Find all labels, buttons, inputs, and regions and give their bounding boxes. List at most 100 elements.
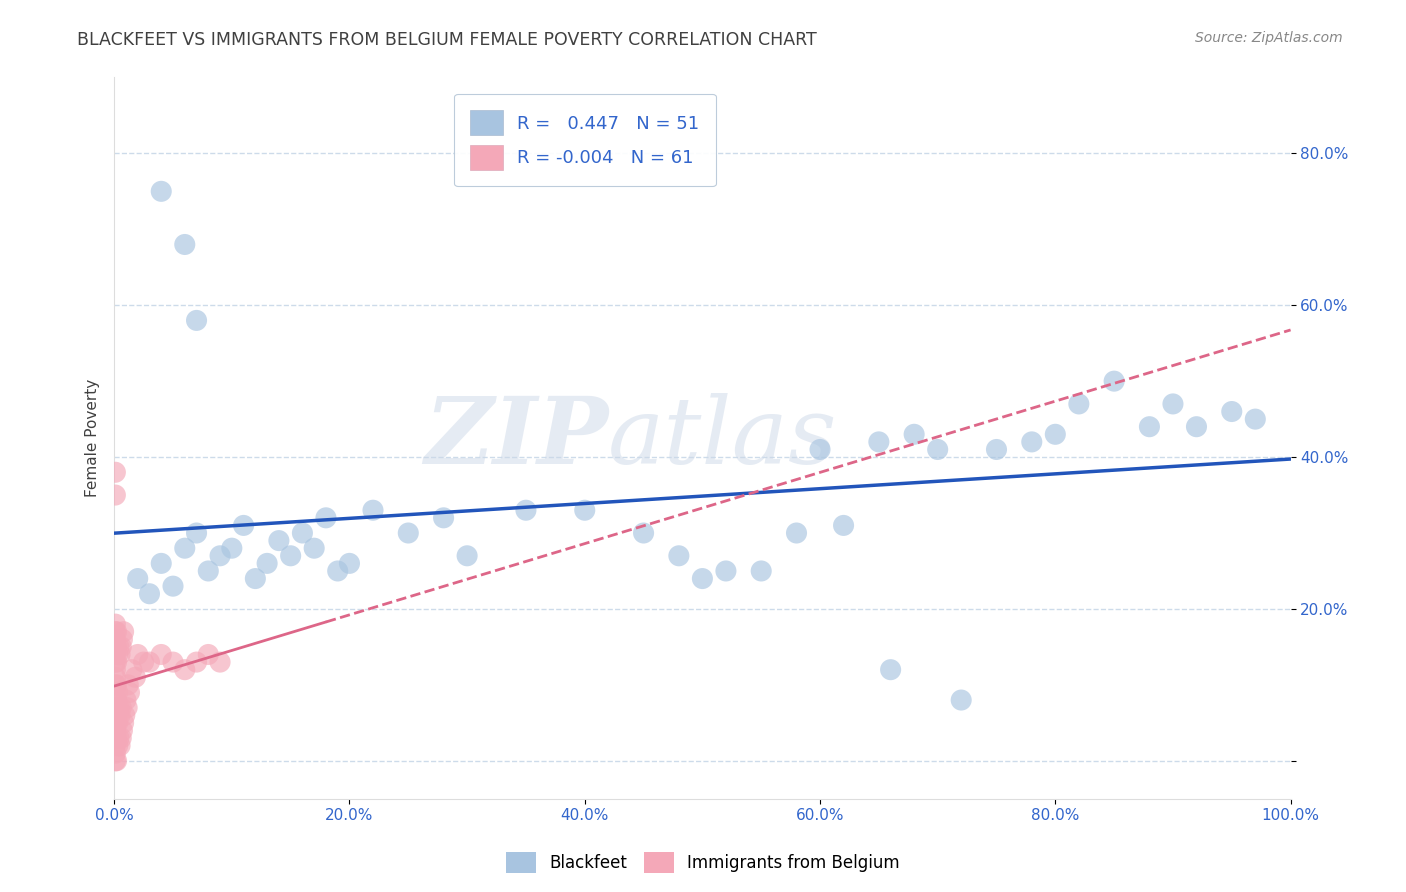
Text: atlas: atlas (609, 393, 838, 483)
Point (1021, 434, 1043, 449)
Point (515, 503, 537, 517)
Point (879, 663, 901, 677)
Point (150, 184, 173, 198)
Point (315, 511, 337, 525)
Point (104, 678, 127, 692)
Point (574, 503, 596, 517)
Point (903, 427, 925, 442)
Point (104, 465, 127, 479)
Point (107, 648, 129, 662)
Point (221, 541, 243, 556)
Point (633, 526, 655, 541)
Point (104, 754, 127, 768)
Point (132, 655, 155, 669)
Point (105, 640, 128, 654)
Text: ZIP: ZIP (425, 393, 609, 483)
Point (104, 693, 127, 707)
Point (111, 723, 134, 738)
Point (267, 533, 290, 548)
Point (232, 518, 254, 533)
Point (326, 564, 349, 578)
Point (162, 655, 184, 669)
Point (104, 624, 127, 639)
Point (1220, 404, 1243, 418)
Point (1067, 397, 1090, 411)
Point (112, 624, 135, 639)
Point (280, 549, 302, 563)
Point (186, 526, 208, 541)
Point (209, 549, 232, 563)
Point (186, 655, 208, 669)
Point (124, 670, 146, 684)
Point (111, 632, 134, 647)
Legend: R =   0.447   N = 51, R = -0.004   N = 61: R = 0.447 N = 51, R = -0.004 N = 61 (454, 94, 716, 186)
Point (138, 587, 160, 601)
Point (105, 655, 128, 669)
Point (950, 693, 973, 707)
Point (104, 655, 127, 669)
Point (107, 715, 129, 730)
Point (110, 731, 132, 745)
Point (986, 442, 1008, 457)
Point (291, 526, 314, 541)
Point (714, 564, 737, 578)
Point (1244, 412, 1267, 426)
Point (121, 663, 143, 677)
Point (108, 700, 131, 714)
Point (256, 557, 278, 571)
Text: Source: ZipAtlas.com: Source: ZipAtlas.com (1195, 31, 1343, 45)
Point (339, 557, 361, 571)
Point (112, 715, 135, 730)
Point (209, 655, 232, 669)
Text: BLACKFEET VS IMMIGRANTS FROM BELGIUM FEMALE POVERTY CORRELATION CHART: BLACKFEET VS IMMIGRANTS FROM BELGIUM FEM… (77, 31, 817, 49)
Point (927, 442, 949, 457)
Point (114, 708, 136, 723)
Point (150, 648, 173, 662)
Point (127, 572, 149, 586)
Point (668, 549, 690, 563)
Point (104, 731, 127, 745)
Point (105, 693, 128, 707)
Point (104, 700, 127, 714)
Point (108, 640, 131, 654)
Point (104, 488, 127, 502)
Point (115, 700, 138, 714)
Point (127, 648, 149, 662)
Point (107, 685, 129, 699)
Point (104, 670, 127, 684)
Point (173, 541, 195, 556)
Point (118, 685, 141, 699)
Point (104, 746, 127, 760)
Point (197, 648, 219, 662)
Y-axis label: Female Poverty: Female Poverty (86, 379, 100, 497)
Point (108, 731, 131, 745)
Point (808, 442, 831, 457)
Point (104, 640, 127, 654)
Point (104, 723, 127, 738)
Point (868, 434, 890, 449)
Point (302, 541, 325, 556)
Point (150, 557, 173, 571)
Point (105, 678, 128, 692)
Point (107, 739, 129, 753)
Point (1161, 397, 1184, 411)
Point (173, 237, 195, 252)
Point (162, 579, 184, 593)
Point (138, 655, 160, 669)
Point (105, 754, 128, 768)
Point (456, 549, 478, 563)
Point (105, 624, 128, 639)
Point (432, 511, 454, 525)
Point (173, 663, 195, 677)
Point (104, 663, 127, 677)
Point (104, 715, 127, 730)
Point (108, 739, 131, 753)
Point (110, 700, 132, 714)
Point (786, 526, 808, 541)
Point (108, 708, 131, 723)
Legend: Blackfeet, Immigrants from Belgium: Blackfeet, Immigrants from Belgium (499, 846, 907, 880)
Point (361, 503, 384, 517)
Point (1139, 419, 1161, 434)
Point (104, 617, 127, 632)
Point (115, 693, 138, 707)
